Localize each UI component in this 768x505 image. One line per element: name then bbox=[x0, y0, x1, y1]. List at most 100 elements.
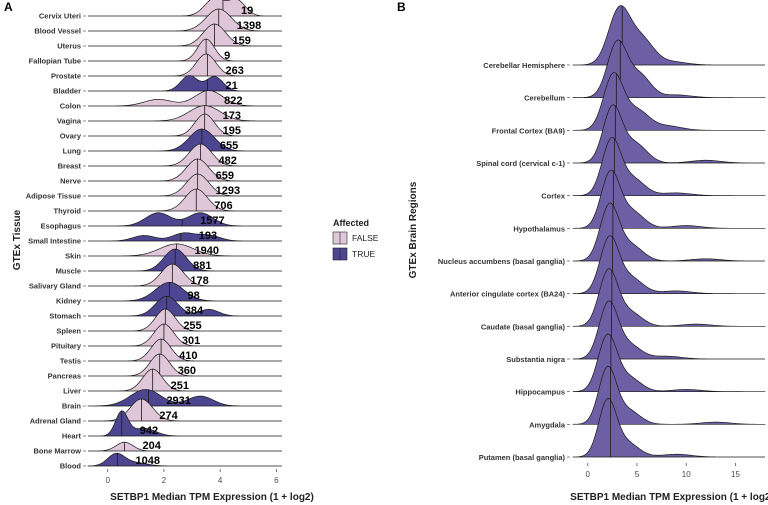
brain-region-label: Substantia nigra bbox=[506, 355, 566, 364]
density-ridge bbox=[88, 248, 282, 272]
brain-region-label: Amygdala bbox=[529, 420, 566, 429]
ridge-uterus: Uterus 159 bbox=[57, 23, 282, 51]
legend-label-false: FALSE bbox=[352, 233, 379, 243]
tissue-label: Testis bbox=[60, 357, 81, 366]
ridge-vagina: Vagina 173 bbox=[57, 105, 282, 126]
density-ridge bbox=[88, 441, 282, 452]
brain-region-label: Cerebellar Hemisphere bbox=[483, 61, 565, 70]
tissue-label: Pancreas bbox=[48, 372, 81, 381]
panel-b-y-label: GTEx Brain Regions bbox=[408, 181, 419, 278]
tissue-label: Blood Vessel bbox=[34, 27, 81, 36]
density-ridge bbox=[88, 38, 282, 62]
tissue-label: Bladder bbox=[53, 87, 81, 96]
ridge-colon: Colon 822 bbox=[60, 90, 282, 111]
density-ridge bbox=[88, 338, 282, 362]
sample-count-label: 655 bbox=[220, 140, 238, 152]
tissue-label: Vagina bbox=[57, 117, 82, 126]
density-ridge bbox=[88, 410, 282, 437]
brain-region-label: Cerebellum bbox=[524, 94, 565, 103]
sample-count-label: 178 bbox=[190, 275, 208, 287]
panel-a-x-tick-label: 2 bbox=[162, 476, 167, 485]
ridge-salivary-gland: Salivary Gland 178 bbox=[29, 263, 282, 291]
tissue-label: Breast bbox=[58, 162, 82, 171]
brain-region-label: Frontal Cortex (BA9) bbox=[492, 126, 566, 135]
ridge-pancreas: Pancreas 360 bbox=[48, 353, 282, 381]
density-ridge bbox=[88, 173, 282, 197]
panel-b-x-tick-label: 15 bbox=[731, 470, 740, 479]
tissue-label: Spleen bbox=[56, 327, 81, 336]
density-ridge bbox=[88, 368, 282, 392]
tissue-label: Muscle bbox=[56, 267, 81, 276]
brain-region-label: Cortex bbox=[541, 192, 566, 201]
ridge-esophagus: Esophagus 1577 bbox=[41, 212, 282, 231]
density-ridge bbox=[572, 72, 766, 131]
density-ridge bbox=[88, 53, 282, 77]
density-ridge bbox=[572, 202, 765, 262]
tissue-label: Prostate bbox=[51, 72, 81, 81]
density-ridge bbox=[88, 243, 282, 257]
sample-count-label: 19 bbox=[241, 5, 253, 17]
tissue-label: Stomach bbox=[49, 312, 81, 321]
tissue-label: Ovary bbox=[60, 132, 82, 141]
density-ridge bbox=[88, 212, 282, 227]
sample-count-label: 482 bbox=[218, 155, 236, 167]
density-ridge bbox=[88, 8, 282, 32]
sample-count-label: 195 bbox=[223, 125, 241, 137]
tissue-label: Thyroid bbox=[54, 207, 82, 216]
density-ridge bbox=[572, 137, 766, 197]
density-ridge bbox=[572, 365, 766, 425]
sample-count-label: 251 bbox=[171, 380, 189, 392]
sample-count-label: 255 bbox=[183, 320, 201, 332]
sample-count-label: 706 bbox=[214, 200, 232, 212]
brain-region-label: Hypothalamus bbox=[513, 224, 565, 233]
tissue-label: Adipose Tissue bbox=[26, 192, 81, 201]
ridge-putamen-basal-ganglia-: Putamen (basal ganglia) bbox=[479, 398, 765, 462]
density-ridge bbox=[572, 268, 766, 327]
sample-count-label: 1940 bbox=[195, 245, 219, 257]
density-ridge bbox=[88, 23, 282, 47]
tissue-label: Bone Marrow bbox=[33, 447, 81, 456]
density-ridge bbox=[88, 308, 282, 332]
density-ridge bbox=[572, 300, 765, 360]
tissue-label: Pituitary bbox=[51, 342, 82, 351]
ridge-cortex: Cortex bbox=[541, 137, 766, 201]
sample-count-label: 384 bbox=[185, 305, 204, 317]
density-ridge bbox=[572, 5, 765, 66]
sample-count-label: 274 bbox=[159, 410, 178, 422]
ridge-breast: Breast 482 bbox=[58, 143, 282, 171]
density-ridge bbox=[88, 232, 282, 242]
ridge-bone-marrow: Bone Marrow 204 bbox=[33, 440, 282, 456]
sample-count-label: 21 bbox=[225, 80, 237, 92]
panel-a-x-tick-label: 0 bbox=[105, 476, 110, 485]
sample-count-label: 204 bbox=[143, 440, 162, 452]
density-ridge bbox=[88, 143, 282, 167]
brain-region-label: Putamen (basal ganglia) bbox=[479, 453, 566, 462]
sample-count-label: 1398 bbox=[237, 20, 261, 32]
density-ridge bbox=[572, 398, 765, 458]
ridge-blood-vessel: Blood Vessel 1398 bbox=[34, 8, 282, 36]
tissue-label: Colon bbox=[60, 102, 82, 111]
density-ridge bbox=[88, 105, 282, 122]
ridge-liver: Liver 251 bbox=[63, 368, 282, 396]
sample-count-label: 98 bbox=[188, 290, 200, 302]
tissue-label: Small Intestine bbox=[28, 237, 81, 246]
density-ridge bbox=[88, 188, 282, 212]
sample-count-label: 1577 bbox=[200, 215, 224, 227]
tissue-label: Blood bbox=[60, 462, 82, 471]
density-ridge bbox=[88, 128, 282, 152]
brain-region-label: Nucleus accumbens (basal ganglia) bbox=[438, 257, 566, 266]
tissue-label: Brain bbox=[62, 402, 82, 411]
panel-b-x-tick-label: 10 bbox=[682, 470, 691, 479]
sample-count-label: 2931 bbox=[166, 395, 190, 407]
sample-count-label: 263 bbox=[225, 65, 243, 77]
tissue-label: Liver bbox=[63, 387, 81, 396]
density-ridge bbox=[572, 333, 766, 393]
density-ridge bbox=[88, 0, 282, 17]
density-ridge bbox=[88, 353, 282, 377]
panel-b-x-tick-label: 5 bbox=[635, 470, 640, 479]
density-ridge bbox=[572, 104, 765, 164]
ridge-hippocampus: Hippocampus bbox=[515, 333, 766, 397]
density-ridge bbox=[88, 295, 282, 317]
